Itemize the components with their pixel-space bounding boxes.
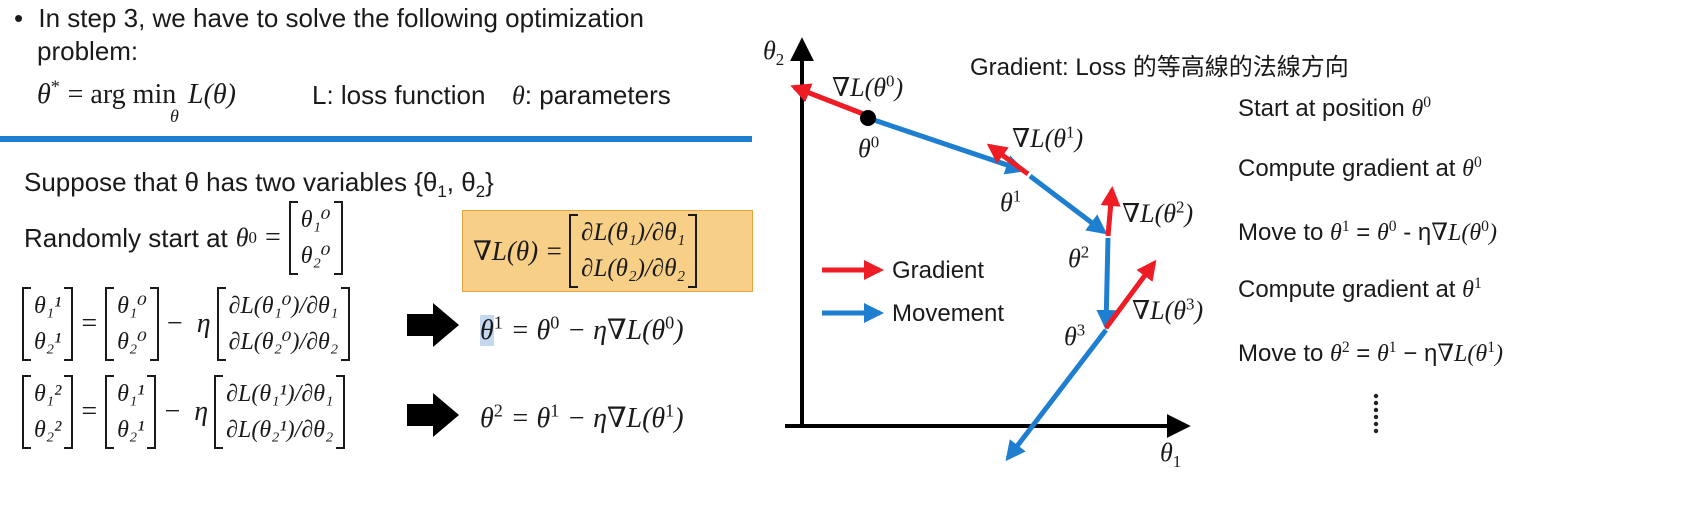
gradient-arrows <box>790 83 1157 330</box>
grad-label-2: ∇L(θ2) <box>1122 197 1194 228</box>
point-label-theta0: θ0 <box>858 132 880 163</box>
update-result-1: θ1 = θ0 − η∇L(θ0) <box>480 312 684 346</box>
step3-line2: problem: <box>37 36 139 66</box>
update-result-2: θ2 = θ1 − η∇L(θ1) <box>480 400 684 434</box>
bullet: • <box>14 3 24 33</box>
diagram-heading: Gradient: Loss 的等高線的法線方向 <box>970 54 1349 81</box>
point-label-theta1: θ1 <box>1000 186 1022 217</box>
legend-gradient-label: Gradient <box>892 257 985 284</box>
argmin-subscript: θ <box>170 106 179 126</box>
legend-movement-label: Movement <box>892 300 1005 327</box>
step3-text: In step 3, we have to solve the followin… <box>38 3 644 33</box>
point-label-theta3: θ3 <box>1064 320 1086 351</box>
step-move-1: Move to θ1 = θ0 - η∇L(θ0) <box>1238 218 1497 246</box>
movement-path <box>867 115 1117 462</box>
update-equation-2: θ₁² θ₂² = θ₁¹ θ₂¹ − η ∂L(θ₁¹)/∂θ₁ ∂L(θ₂¹)/∂… <box>22 374 346 450</box>
suppose-text: Suppose that θ has two variables {θ1, θ2… <box>24 167 494 202</box>
grad-label-0: ∇L(θ0) <box>832 71 904 102</box>
parameters-def: θ: parameters <box>512 80 671 110</box>
update-equation-1: θ₁¹ θ₂¹ = θ₁⁰ θ₂⁰ − η ∂L(θ₁⁰)/∂θ₁ ∂L(θ₂⁰)/∂… <box>22 286 350 362</box>
gradient-vector: ∂L(θ₁)/∂θ₁ ∂L(θ₂)/∂θ₂ <box>569 213 698 289</box>
implies-arrow-1 <box>407 303 459 347</box>
section-divider <box>0 136 752 142</box>
start-vector: θ₁⁰ θ₂⁰ <box>288 200 343 276</box>
step-move-2: Move to θ2 = θ1 − η∇L(θ1) <box>1238 339 1503 367</box>
grad-label-3: ∇L(θ3) <box>1132 294 1204 325</box>
step3-line1: • In step 3, we have to solve the follow… <box>14 3 644 34</box>
x-axis-label: θ1 <box>1160 438 1182 472</box>
grad-label-1: ∇L(θ1) <box>1012 122 1084 153</box>
step-start: Start at position θ0 <box>1238 94 1432 122</box>
y-axis-label: θ2 <box>763 36 785 70</box>
step-compute-1: Compute gradient at θ1 <box>1238 275 1482 303</box>
continuation-dots <box>1373 393 1379 434</box>
implies-arrow-2 <box>407 393 459 437</box>
step-compute-0: Compute gradient at θ0 <box>1238 154 1482 182</box>
loss-function-def: L: loss function <box>312 80 486 110</box>
objective-equation: θ* = arg min L(θ) <box>37 76 237 110</box>
gradient-definition-box: ∇L(θ) = ∂L(θ₁)/∂θ₁ ∂L(θ₂)/∂θ₂ <box>462 210 753 292</box>
point-label-theta2: θ2 <box>1068 242 1090 273</box>
start-point <box>860 110 876 126</box>
